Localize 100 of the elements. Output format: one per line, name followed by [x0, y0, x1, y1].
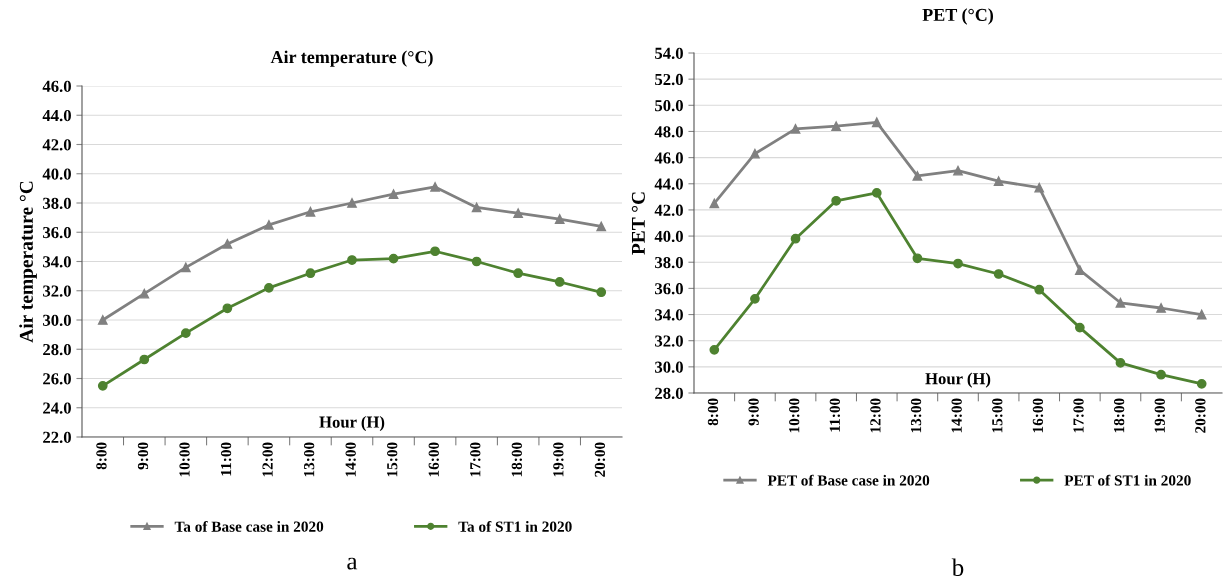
point [1156, 369, 1166, 380]
point [388, 189, 399, 200]
y-tick-label: 34.0 [655, 309, 683, 321]
point [871, 188, 882, 198]
point [709, 344, 720, 355]
y-tick-label: 46.0 [42, 80, 71, 93]
point [831, 195, 842, 206]
point [554, 277, 565, 287]
y-tick-label: 30.0 [655, 361, 683, 373]
point [831, 121, 842, 132]
point [790, 123, 801, 134]
y-tick-label: 32.0 [655, 335, 683, 347]
y-tick-label: 38.0 [655, 256, 683, 269]
point [1034, 284, 1045, 295]
legend-label: PET of Base case in 2020 [767, 474, 930, 486]
y-tick-label: 32.0 [43, 285, 71, 297]
legend-label: PET of ST1 in 2020 [1064, 474, 1191, 486]
point [596, 221, 607, 232]
x-tick-label: 19:00 [1154, 398, 1165, 433]
point [264, 220, 274, 230]
y-tick-label: 44.0 [42, 109, 71, 122]
x-axis-title: Hour (H) [319, 415, 385, 432]
y-tick-label: 30.0 [43, 314, 71, 327]
point [750, 293, 760, 304]
y-tick-label: 54.0 [655, 47, 683, 60]
x-tick-label: 15:00 [387, 442, 398, 477]
point [953, 258, 963, 269]
y-tick-label: 28.0 [43, 343, 71, 356]
point [139, 354, 150, 365]
point [1156, 303, 1166, 313]
point [222, 239, 233, 249]
point [596, 287, 607, 298]
x-tick-label: 20:00 [1195, 398, 1206, 433]
point [264, 282, 274, 293]
y-tick-label: 40.0 [42, 168, 71, 180]
x-tick-label: 18:00 [1113, 398, 1125, 433]
y-tick-label: 24.0 [43, 402, 71, 414]
x-tick-label: 8:00 [707, 398, 719, 426]
x-tick-label: 9:00 [137, 442, 149, 470]
y-tick-label: 26.0 [43, 373, 71, 385]
point [1074, 322, 1085, 333]
x-tick-label: 13:00 [303, 442, 315, 477]
point [871, 117, 882, 128]
y-tick-label: 42.0 [654, 204, 683, 216]
y-tick-label: 46.0 [654, 152, 683, 164]
legend-label: Ta of ST1 in 2020 [458, 520, 572, 532]
text: a [347, 557, 358, 570]
y-tick-label: 36.0 [43, 226, 71, 239]
x-tick-label: 18:00 [511, 442, 523, 477]
y-tick-label: 22.0 [43, 431, 71, 444]
point [513, 268, 524, 279]
x-tick-label: 13:00 [910, 398, 922, 433]
y-tick-label: 48.0 [654, 126, 683, 138]
x-tick-label: 12:00 [870, 398, 881, 433]
point [1115, 297, 1126, 308]
y-tick-label: 40.0 [654, 230, 683, 243]
legend-label: Ta of Base case in 2020 [174, 520, 324, 532]
y-tick-label: 38.0 [43, 197, 71, 210]
point [139, 288, 150, 299]
y-tick-label: 50.0 [655, 100, 683, 112]
y-axis-title: Air temperature °C [19, 181, 37, 343]
point [388, 253, 399, 264]
y-axis-title: PET °C [631, 192, 645, 255]
point [180, 328, 191, 339]
point [180, 262, 191, 273]
x-tick-label: 10:00 [789, 398, 800, 433]
point [993, 269, 1004, 279]
y-tick-label: 42.0 [42, 139, 71, 151]
x-tick-label: 10:00 [179, 442, 190, 477]
chart-title: PET (°C) [922, 8, 994, 25]
point [430, 246, 440, 257]
y-tick-label: 44.0 [654, 178, 683, 190]
x-axis-title: Hour (H) [925, 372, 991, 388]
point [347, 198, 357, 208]
point [513, 208, 524, 219]
x-tick-label: 8:00 [96, 442, 107, 470]
point [347, 255, 357, 265]
x-tick-label: 9:00 [748, 398, 759, 426]
x-tick-label: 14:00 [951, 398, 962, 433]
point [993, 176, 1004, 187]
point [471, 256, 482, 267]
point [912, 253, 923, 264]
point [1115, 358, 1126, 368]
point [1196, 309, 1207, 320]
x-tick-label: 11:00 [220, 442, 232, 476]
point [1034, 182, 1045, 193]
point [97, 315, 108, 325]
point [305, 268, 316, 279]
point [222, 303, 233, 314]
x-tick-label: 16:00 [428, 442, 439, 477]
point [953, 165, 963, 176]
x-tick-label: 17:00 [1073, 398, 1084, 433]
point [1074, 265, 1085, 275]
point [430, 182, 440, 192]
point [912, 171, 923, 181]
text: b [951, 558, 964, 576]
y-tick-label: 28.0 [655, 387, 683, 400]
x-tick-label: 16:00 [1032, 398, 1044, 433]
x-tick-label: 15:00 [992, 398, 1003, 433]
point [97, 380, 108, 391]
